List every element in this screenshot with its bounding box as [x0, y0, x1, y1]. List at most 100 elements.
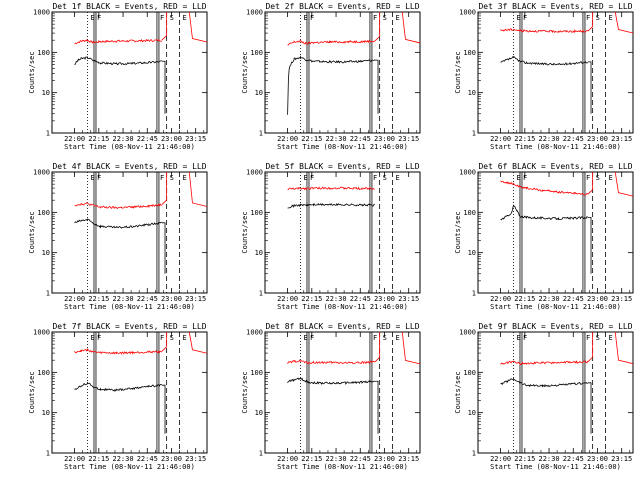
ytick-label: 1000 [33, 329, 50, 337]
ytick-label: 1 [472, 290, 476, 298]
xtick-label: 23:00 [587, 455, 608, 463]
marker-label: E [517, 174, 521, 182]
plot-frame [51, 331, 208, 454]
xtick-label: 22:00 [64, 295, 85, 303]
ytick-label: 10 [468, 89, 476, 97]
y-axis-label: Counts/sec [241, 371, 249, 413]
xtick-label: 23:00 [587, 295, 608, 303]
xtick-label: 22:45 [137, 295, 158, 303]
marker-label: F [160, 174, 164, 182]
ytick-label: 1000 [459, 329, 476, 337]
series-events-dip [587, 61, 592, 114]
xtick-label: 22:15 [301, 135, 322, 143]
xtick-label: 22:30 [326, 135, 347, 143]
ytick-label: 1 [259, 290, 263, 298]
series-lld-spike [587, 11, 634, 34]
marker-label: F [373, 174, 377, 182]
xtick-label: 23:15 [185, 295, 206, 303]
xtick-label: 22:00 [277, 135, 298, 143]
y-axis-label: Counts/sec [454, 51, 462, 93]
marker-label: S [383, 334, 387, 342]
ytick-label: 10 [42, 249, 50, 257]
ytick-label: 100 [250, 209, 263, 217]
ytick-label: 1000 [33, 9, 50, 17]
ytick-label: 1000 [246, 169, 263, 177]
ytick-label: 100 [37, 369, 50, 377]
series-events [287, 377, 375, 385]
panel-title: Det 8f BLACK = Events, RED = LLD [265, 322, 419, 331]
ytick-label: 10 [468, 409, 476, 417]
series-lld [287, 186, 375, 191]
series-events-dip [374, 380, 379, 434]
ytick-label: 1 [46, 290, 50, 298]
plot-frame [477, 11, 634, 134]
xtick-label: 22:00 [277, 455, 298, 463]
xtick-label: 22:45 [350, 135, 371, 143]
xtick-label: 22:15 [514, 135, 535, 143]
marker-label: S [383, 14, 387, 22]
ytick-label: 100 [463, 369, 476, 377]
plot-frame [264, 331, 421, 454]
ytick-label: 100 [250, 49, 263, 57]
x-axis-label: Start Time (08-Nov-11 21:46:00) [277, 303, 408, 311]
marker-label: F [586, 14, 590, 22]
marker-label: S [383, 174, 387, 182]
series-events-dip [161, 222, 166, 274]
xtick-label: 22:30 [539, 135, 560, 143]
series-events-dip [587, 382, 592, 434]
ytick-label: 10 [255, 409, 263, 417]
xtick-label: 22:00 [490, 455, 511, 463]
marker-label: E [396, 14, 400, 22]
marker-label: E [91, 14, 95, 22]
xtick-label: 22:45 [350, 455, 371, 463]
panel-9: Det 9f BLACK = Events, RED = LLD 1 10 100 10… [454, 322, 634, 471]
marker-label: E [304, 334, 308, 342]
series-events [287, 55, 376, 115]
series-lld-spike [161, 171, 208, 207]
xtick-label: 22:15 [301, 295, 322, 303]
marker-label: E [517, 334, 521, 342]
xtick-label: 23:15 [611, 135, 632, 143]
series-lld-spike [587, 331, 634, 365]
xtick-label: 23:15 [611, 295, 632, 303]
marker-label: F [523, 174, 527, 182]
marker-label: F [97, 334, 101, 342]
marker-label: F [523, 14, 527, 22]
series-lld [500, 180, 588, 196]
panel-title: Det 3f BLACK = Events, RED = LLD [478, 2, 632, 11]
marker-label: S [170, 334, 174, 342]
series-lld [500, 360, 589, 365]
plot-frame [477, 331, 634, 454]
x-axis-label: Start Time (08-Nov-11 21:46:00) [277, 143, 408, 151]
marker-label: E [183, 174, 187, 182]
x-axis-label: Start Time (08-Nov-11 21:46:00) [64, 463, 195, 471]
xtick-label: 23:15 [398, 295, 419, 303]
ytick-label: 1 [472, 450, 476, 458]
marker-label: F [310, 14, 314, 22]
marker-label: E [91, 174, 95, 182]
ytick-label: 100 [37, 49, 50, 57]
ytick-label: 1 [259, 130, 263, 138]
xtick-label: 22:00 [277, 295, 298, 303]
panel-title: Det 4f BLACK = Events, RED = LLD [52, 162, 206, 171]
ytick-label: 1 [46, 450, 50, 458]
series-events [74, 56, 162, 66]
x-axis-label: Start Time (08-Nov-11 21:46:00) [490, 143, 621, 151]
xtick-label: 22:45 [563, 295, 584, 303]
marker-label: E [396, 174, 400, 182]
marker-label: S [596, 334, 600, 342]
plot-frame [264, 11, 421, 134]
xtick-label: 22:30 [326, 455, 347, 463]
x-axis-label: Start Time (08-Nov-11 21:46:00) [490, 303, 621, 311]
plot-frame [51, 11, 208, 134]
ytick-label: 1 [472, 130, 476, 138]
series-lld [287, 38, 375, 46]
panel-title: Det 6f BLACK = Events, RED = LLD [478, 162, 632, 171]
marker-label: E [609, 14, 613, 22]
ytick-label: 1000 [246, 9, 263, 17]
y-axis-label: Counts/sec [241, 51, 249, 93]
plot-frame [477, 171, 634, 294]
marker-label: E [183, 14, 187, 22]
ytick-label: 1000 [459, 9, 476, 17]
